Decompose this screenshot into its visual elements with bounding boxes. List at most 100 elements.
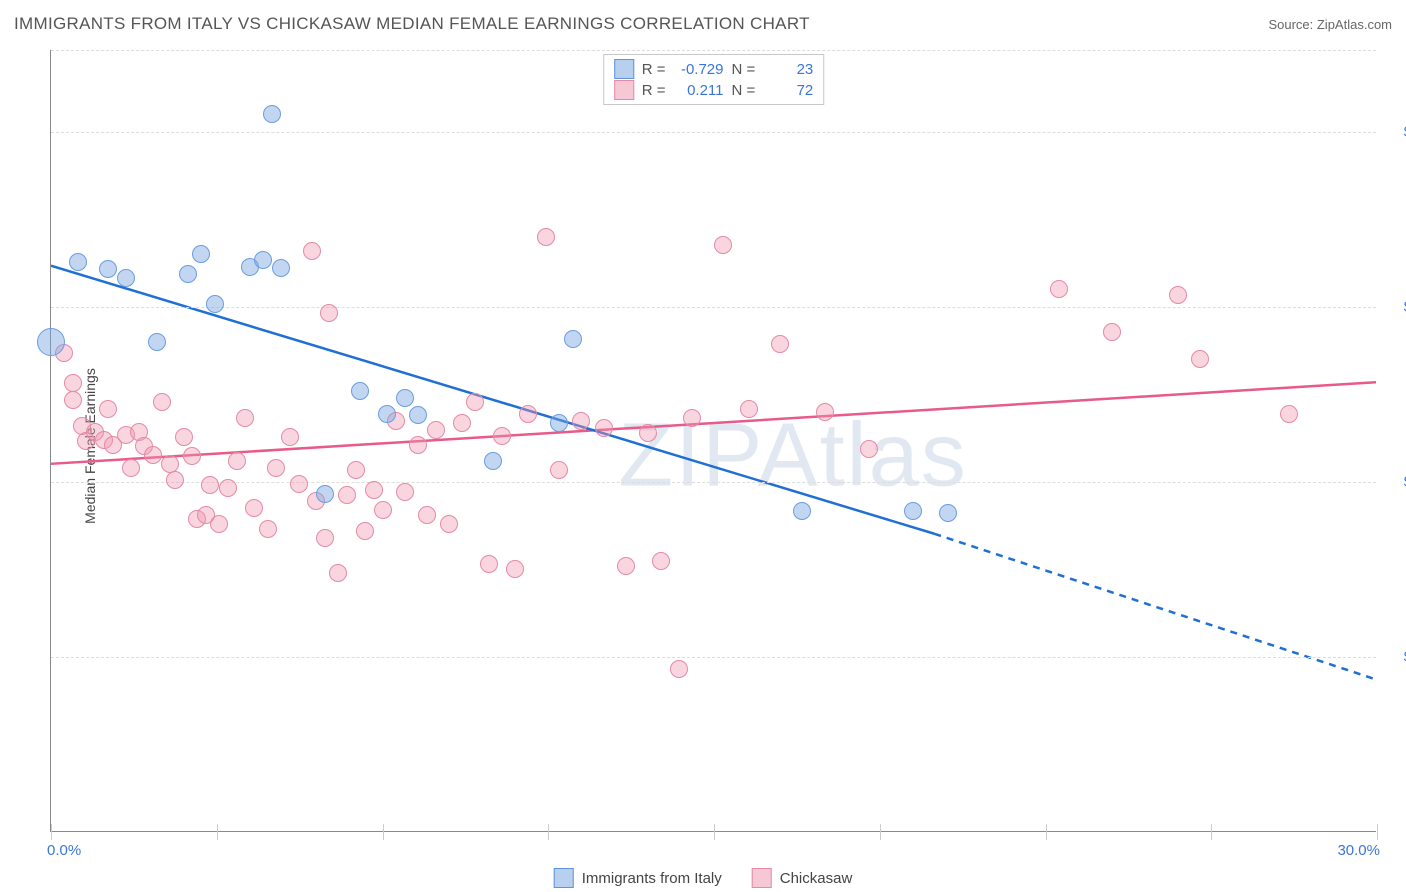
data-point-series2 xyxy=(316,529,334,547)
data-point-series2 xyxy=(122,459,140,477)
gridline-h xyxy=(51,132,1376,133)
data-point-series1 xyxy=(254,251,272,269)
data-point-series2 xyxy=(418,506,436,524)
data-point-series1 xyxy=(117,269,135,287)
data-point-series2 xyxy=(144,446,162,464)
data-point-series1 xyxy=(396,389,414,407)
source-attribution: Source: ZipAtlas.com xyxy=(1268,17,1392,32)
data-point-series2 xyxy=(440,515,458,533)
swatch-series2 xyxy=(614,80,634,100)
data-point-series2 xyxy=(860,440,878,458)
r-label: R = xyxy=(642,82,666,99)
data-point-series2 xyxy=(537,228,555,246)
data-point-series1 xyxy=(564,330,582,348)
data-point-series2 xyxy=(466,393,484,411)
data-point-series2 xyxy=(453,414,471,432)
r-label: R = xyxy=(642,61,666,78)
data-point-series2 xyxy=(99,400,117,418)
data-point-series2 xyxy=(183,447,201,465)
data-point-series2 xyxy=(374,501,392,519)
data-point-series2 xyxy=(740,400,758,418)
data-point-series1 xyxy=(192,245,210,263)
data-point-series2 xyxy=(771,335,789,353)
gridline-v xyxy=(1211,824,1212,840)
data-point-series1 xyxy=(179,265,197,283)
data-point-series2 xyxy=(329,564,347,582)
correlation-stats-box: R = -0.729 N = 23 R = 0.211 N = 72 xyxy=(603,54,825,105)
legend-item-series2: Chickasaw xyxy=(752,868,853,888)
data-point-series2 xyxy=(1169,286,1187,304)
legend-swatch-series1 xyxy=(554,868,574,888)
data-point-series2 xyxy=(519,405,537,423)
legend-item-series1: Immigrants from Italy xyxy=(554,868,722,888)
data-point-series2 xyxy=(493,427,511,445)
data-point-series2 xyxy=(64,374,82,392)
data-point-series1 xyxy=(272,259,290,277)
legend-label-series1: Immigrants from Italy xyxy=(582,870,722,887)
data-point-series2 xyxy=(652,552,670,570)
data-point-series2 xyxy=(153,393,171,411)
watermark-text: ZIPAtlas xyxy=(618,405,967,508)
data-point-series1 xyxy=(378,405,396,423)
data-point-series2 xyxy=(1191,350,1209,368)
gridline-v xyxy=(880,824,881,840)
data-point-series1 xyxy=(550,414,568,432)
data-point-series2 xyxy=(683,409,701,427)
n-value-series1: 23 xyxy=(763,61,813,78)
data-point-series1 xyxy=(316,485,334,503)
data-point-series2 xyxy=(201,476,219,494)
data-point-series2 xyxy=(236,409,254,427)
data-point-series1 xyxy=(793,502,811,520)
data-point-series2 xyxy=(480,555,498,573)
data-point-series1 xyxy=(484,452,502,470)
n-label: N = xyxy=(732,82,756,99)
data-point-series2 xyxy=(303,242,321,260)
data-point-series1 xyxy=(409,406,427,424)
gridline-v xyxy=(51,824,52,840)
data-point-series2 xyxy=(290,475,308,493)
data-point-series2 xyxy=(245,499,263,517)
data-point-series2 xyxy=(365,481,383,499)
data-point-series1 xyxy=(904,502,922,520)
data-point-series1 xyxy=(69,253,87,271)
data-point-series2 xyxy=(1280,405,1298,423)
data-point-series2 xyxy=(175,428,193,446)
n-value-series2: 72 xyxy=(763,82,813,99)
gridline-h xyxy=(51,657,1376,658)
scatter-chart: ZIPAtlas R = -0.729 N = 23 R = 0.211 N =… xyxy=(50,50,1376,832)
n-label: N = xyxy=(732,61,756,78)
data-point-series1 xyxy=(37,328,65,356)
stats-row-series2: R = 0.211 N = 72 xyxy=(614,80,814,100)
data-point-series2 xyxy=(166,471,184,489)
chart-title: IMMIGRANTS FROM ITALY VS CHICKASAW MEDIA… xyxy=(14,14,810,34)
data-point-series2 xyxy=(347,461,365,479)
chart-header: IMMIGRANTS FROM ITALY VS CHICKASAW MEDIA… xyxy=(14,14,1392,34)
gridline-v xyxy=(217,824,218,840)
data-point-series2 xyxy=(259,520,277,538)
gridline-v xyxy=(714,824,715,840)
data-point-series2 xyxy=(338,486,356,504)
data-point-series2 xyxy=(1050,280,1068,298)
data-point-series1 xyxy=(939,504,957,522)
gridline-v xyxy=(383,824,384,840)
data-point-series2 xyxy=(396,483,414,501)
data-point-series2 xyxy=(550,461,568,479)
data-point-series2 xyxy=(617,557,635,575)
stats-row-series1: R = -0.729 N = 23 xyxy=(614,59,814,79)
data-point-series2 xyxy=(228,452,246,470)
data-point-series2 xyxy=(427,421,445,439)
data-point-series2 xyxy=(506,560,524,578)
gridline-v xyxy=(1377,824,1378,840)
r-value-series2: 0.211 xyxy=(674,82,724,99)
data-point-series2 xyxy=(210,515,228,533)
data-point-series2 xyxy=(714,236,732,254)
data-point-series1 xyxy=(206,295,224,313)
legend-label-series2: Chickasaw xyxy=(780,870,853,887)
data-point-series2 xyxy=(267,459,285,477)
data-point-series2 xyxy=(595,419,613,437)
data-point-series2 xyxy=(1103,323,1121,341)
data-point-series2 xyxy=(64,391,82,409)
data-point-series2 xyxy=(639,424,657,442)
data-point-series1 xyxy=(263,105,281,123)
data-point-series2 xyxy=(816,403,834,421)
